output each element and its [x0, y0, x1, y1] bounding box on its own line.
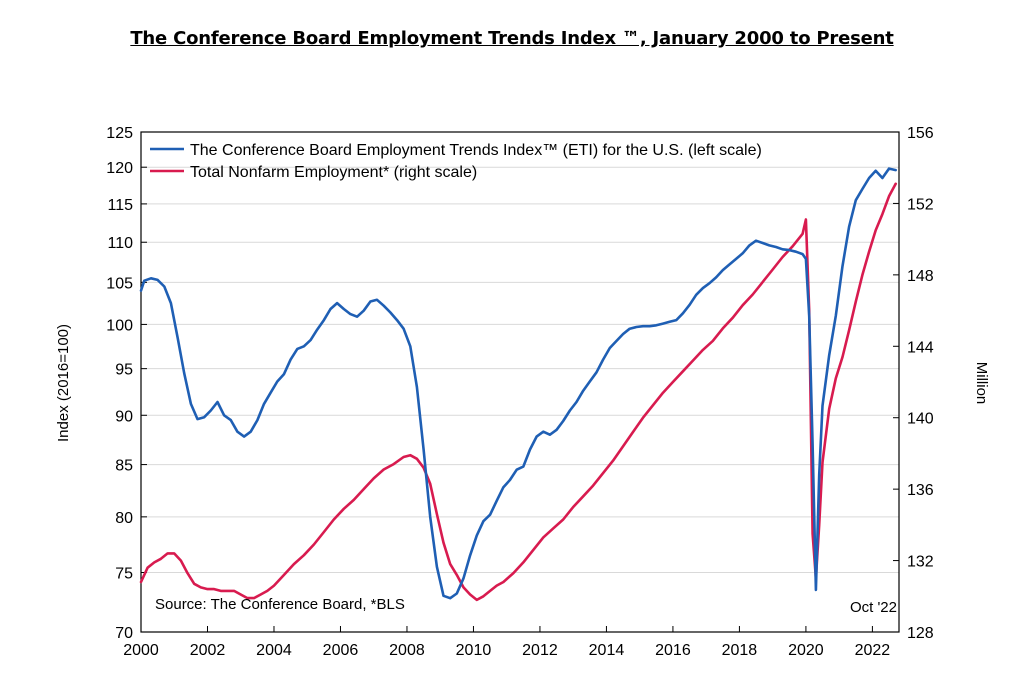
- legend: The Conference Board Employment Trends I…: [150, 142, 762, 181]
- left-tick-label: 70: [115, 625, 133, 642]
- grid-lines: [141, 166, 899, 574]
- date-note: Oct '22: [850, 599, 897, 616]
- left-axis-label: Index (2016=100): [55, 324, 72, 442]
- right-tick-label: 152: [907, 196, 934, 213]
- series-line-nonfarm: [139, 182, 898, 602]
- axis-ticks: 70 75 80 85 90 95 100 105 110 115 120 125 128 132 136 1…: [106, 125, 934, 659]
- left-tick-label: 105: [106, 275, 133, 292]
- source-note: Source: The Conference Board, *BLS: [155, 596, 405, 613]
- right-tick-label: 156: [907, 125, 934, 142]
- plot-frame: [140, 131, 900, 633]
- right-tick-label: 128: [907, 625, 934, 642]
- right-tick-label: 144: [907, 339, 934, 356]
- left-tick-label: 120: [106, 160, 133, 177]
- left-tick-label: 80: [115, 510, 133, 527]
- left-tick-label: 95: [115, 362, 133, 379]
- series-lines: [139, 167, 898, 602]
- x-tick-label: 2014: [589, 642, 625, 659]
- x-tick-label: 2022: [855, 642, 891, 659]
- left-tick-label: 125: [106, 125, 133, 142]
- left-tick-label: 85: [115, 458, 133, 475]
- x-tick-label: 2008: [389, 642, 425, 659]
- series-line-eti: [139, 167, 898, 600]
- right-tick-label: 132: [907, 554, 934, 571]
- right-axis-label: Million: [973, 362, 990, 405]
- legend-label-eti: The Conference Board Employment Trends I…: [190, 142, 762, 159]
- x-tick-label: 2018: [722, 642, 758, 659]
- chart-title: The Conference Board Employment Trends I…: [130, 28, 894, 49]
- right-tick-label: 140: [907, 411, 934, 428]
- x-tick-label: 2010: [456, 642, 492, 659]
- left-tick-label: 115: [107, 197, 133, 214]
- right-tick-label: 136: [907, 482, 934, 499]
- left-tick-label: 110: [107, 235, 133, 252]
- x-tick-label: 2000: [123, 642, 159, 659]
- left-tick-label: 75: [115, 566, 133, 583]
- x-tick-label: 2020: [788, 642, 824, 659]
- x-tick-label: 2002: [190, 642, 226, 659]
- right-tick-label: 148: [907, 268, 934, 285]
- x-tick-label: 2004: [256, 642, 292, 659]
- x-tick-label: 2016: [655, 642, 691, 659]
- left-tick-label: 90: [115, 408, 133, 425]
- left-tick-label: 100: [106, 317, 133, 334]
- legend-label-nonfarm: Total Nonfarm Employment* (right scale): [190, 164, 477, 181]
- x-tick-label: 2006: [323, 642, 359, 659]
- x-tick-label: 2012: [522, 642, 558, 659]
